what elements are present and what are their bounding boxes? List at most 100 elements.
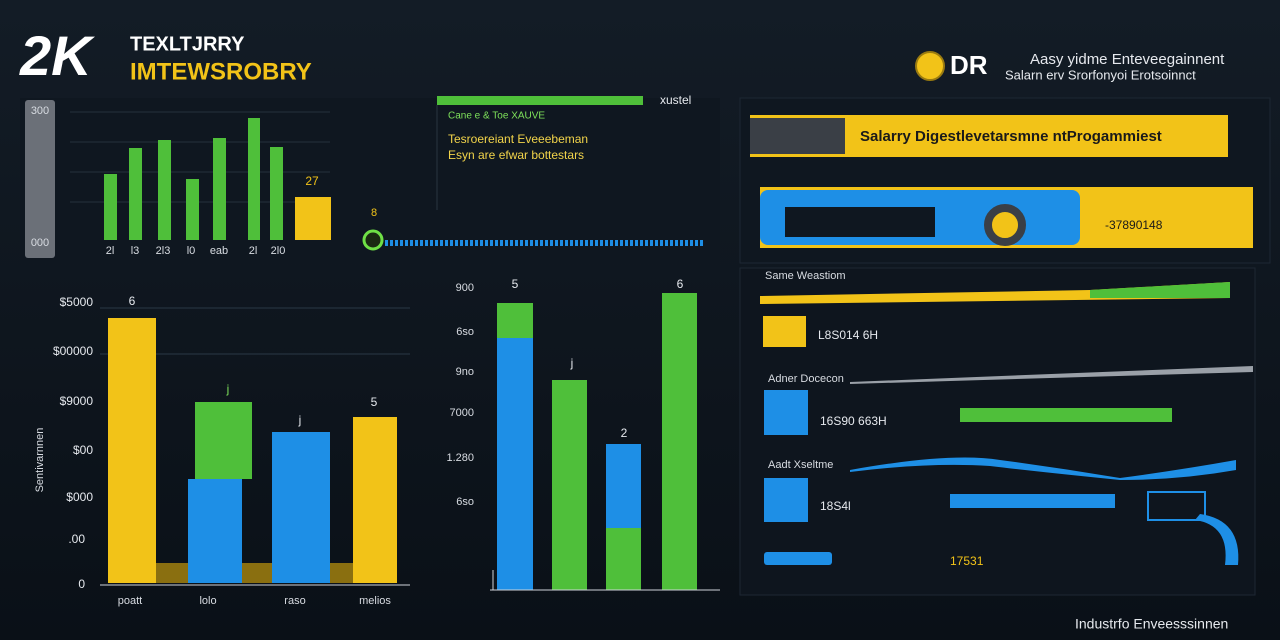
x-label: 2l — [106, 245, 115, 257]
item-icon — [763, 316, 806, 347]
trend-line — [760, 282, 1230, 304]
x-label: raso — [284, 595, 305, 607]
trend-line — [850, 366, 1253, 384]
x-label: 2l — [249, 245, 258, 257]
axis-title: Sentivarnnen — [34, 428, 46, 493]
mini-chart: 300 000 27 2l l3 2l3 l0 eab 2l 2l0 — [20, 98, 720, 263]
y-label: 0 — [78, 577, 85, 591]
item-title: Same Weastiom — [765, 270, 846, 282]
trend-line — [850, 457, 1236, 480]
bar-label: 5 — [371, 395, 378, 409]
bar — [497, 303, 533, 338]
side-list: Same Weastiom L8S014 6H Adner Docecon 16… — [739, 267, 1256, 596]
bar — [104, 174, 117, 240]
bar-label: 27 — [305, 174, 319, 188]
bar — [195, 402, 252, 479]
x-label: l3 — [131, 245, 140, 257]
info-text: Cane e & Toe XAUVE — [448, 111, 545, 122]
y-label: 900 — [456, 282, 474, 294]
scale-label: 000 — [31, 237, 49, 249]
banner-value: -37890148 — [1105, 218, 1163, 232]
scale-bar — [25, 100, 55, 258]
x-label: 2l3 — [156, 245, 171, 257]
footer-value: 17531 — [950, 554, 984, 568]
scale-label: 300 — [31, 105, 49, 117]
item-bar — [950, 494, 1115, 508]
item-bar — [960, 408, 1172, 422]
bar-label: j — [570, 356, 574, 370]
y-label: $00000 — [53, 344, 93, 358]
trend-line — [1090, 282, 1230, 298]
item-icon — [764, 390, 808, 435]
left-chart: $5000 $00000 $9000 $00 $000 .00 0 Sentiv… — [34, 294, 410, 607]
bar — [108, 318, 156, 583]
y-label: 6so — [456, 496, 474, 508]
x-label: eab — [210, 245, 228, 257]
x-label: lolo — [199, 595, 216, 607]
y-label: 6so — [456, 326, 474, 338]
mini-logo — [1147, 491, 1206, 521]
bar-label: 6 — [129, 294, 136, 308]
bar — [606, 528, 641, 590]
item-title: Aadt Xseltme — [768, 459, 833, 471]
info-panel: xustel Cane e & Toe XAUVE Tesroereiant E… — [362, 93, 705, 251]
bar-label: 2 — [621, 426, 628, 440]
item-icon — [764, 478, 808, 522]
x-label: 2l0 — [271, 245, 286, 257]
bar — [188, 479, 242, 583]
value-shape — [785, 207, 935, 237]
item-value: 18S4l — [820, 499, 851, 513]
brand-text: Aasy yidme Enteveegainnent — [1030, 51, 1225, 68]
bar-label: 6 — [677, 277, 684, 291]
bar — [270, 147, 283, 240]
node — [362, 229, 384, 251]
footer: Industrfo Enveesssinnen — [1075, 616, 1228, 632]
x-label: melios — [359, 595, 391, 607]
bar — [272, 432, 330, 583]
brand-logo: DR — [950, 50, 988, 80]
bar — [552, 380, 587, 590]
banner-panel: Salarry Digestlevetarsmne ntProgammiest … — [739, 97, 1271, 264]
bar-label: j — [298, 413, 302, 427]
base-bar — [150, 563, 380, 583]
y-label: $5000 — [60, 295, 94, 309]
item-title: Adner Docecon — [768, 373, 844, 385]
bar-label: j — [226, 382, 230, 396]
bar — [497, 338, 533, 590]
info-text: Esyn are efwar bottestars — [448, 148, 584, 162]
brand-text: Salarn erv Srorfonyoi Erotsoinnct — [1005, 67, 1196, 82]
y-label: 7000 — [450, 407, 474, 419]
item-value: 16S90 663H — [820, 414, 887, 428]
logo: 2K — [19, 24, 95, 87]
info-text: Tesroereiant Eveeebeman — [448, 132, 588, 146]
bar-label: 5 — [512, 277, 519, 291]
panel — [739, 267, 1256, 596]
bar — [353, 417, 397, 583]
bar — [158, 140, 171, 240]
banner-icon — [750, 118, 845, 154]
title: IMTEWSROBRY — [130, 58, 312, 85]
y-label: 1.280 — [446, 452, 474, 464]
x-label: l0 — [187, 245, 196, 257]
y-label: $000 — [66, 490, 93, 504]
x-label: poatt — [118, 595, 142, 607]
bar — [186, 179, 199, 240]
bar — [248, 118, 260, 240]
node-label: 8 — [371, 207, 377, 219]
brand-icon — [915, 51, 945, 81]
bar — [129, 148, 142, 240]
y-label: $00 — [73, 443, 93, 457]
y-label: .00 — [68, 532, 85, 546]
bar — [662, 293, 697, 590]
item-bar — [764, 552, 832, 565]
banner-title: Salarry Digestlevetarsmne ntProgammiest — [860, 128, 1162, 145]
value-shape — [984, 204, 1026, 246]
bar — [606, 444, 641, 528]
item-value: L8S014 6H — [818, 328, 878, 342]
tag: xustel — [660, 93, 691, 107]
bar — [295, 197, 331, 240]
y-label: 9no — [456, 366, 474, 378]
y-label: $9000 — [60, 394, 94, 408]
